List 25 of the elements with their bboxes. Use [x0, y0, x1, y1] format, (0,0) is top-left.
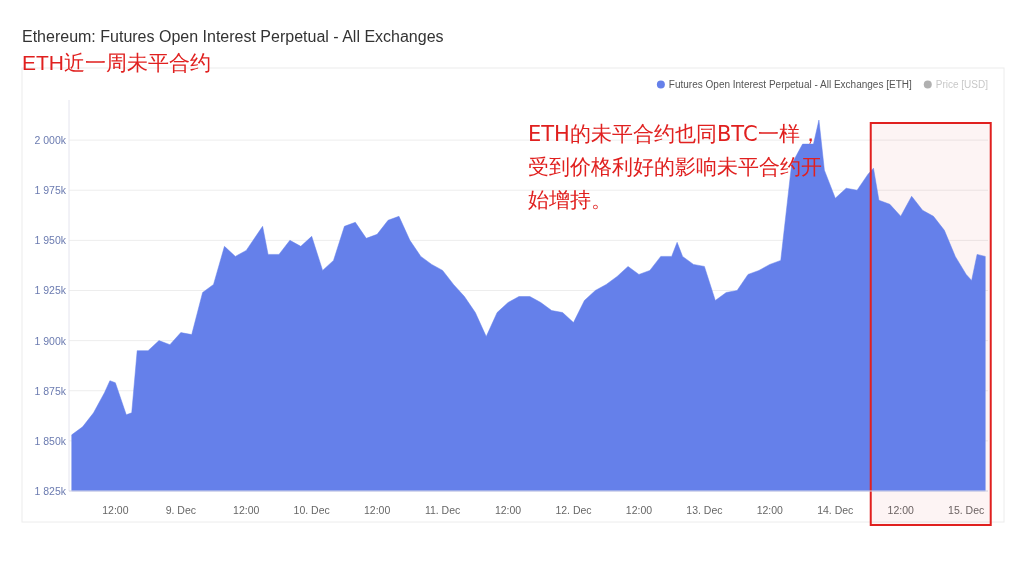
x-tick-label: 15. Dec [948, 504, 985, 516]
y-tick-label: 1 875k [34, 384, 67, 397]
y-tick-label: 1 850k [34, 434, 67, 447]
chart-subtitle: ETH近一周未平合约 [22, 51, 211, 74]
chart-title: Ethereum: Futures Open Interest Perpetual - All Exchanges [22, 28, 444, 45]
x-tick-label: 13. Dec [686, 504, 723, 516]
x-tick-label: 12:00 [233, 504, 260, 516]
x-tick-label: 12:00 [887, 504, 915, 516]
x-tick-label: 9. Dec [165, 504, 196, 516]
x-tick-label: 14. Dec [817, 504, 854, 516]
y-tick-label: 1 900k [34, 334, 67, 347]
x-tick-label: 12. Dec [555, 504, 592, 516]
x-tick-label: 12:00 [756, 504, 784, 516]
y-tick-label: 1 975k [34, 184, 67, 197]
x-tick-label: 11. Dec [424, 504, 461, 516]
x-tick-label: 12:00 [625, 504, 653, 516]
y-tick-label: 1 825k [34, 485, 67, 497]
x-tick-label: 12:00 [494, 504, 522, 516]
y-tick-label: 1 950k [34, 234, 67, 247]
y-tick-label: 2 000k [34, 134, 67, 147]
x-tick-label: 10. Dec [293, 504, 330, 516]
y-tick-label: 1 925k [34, 284, 67, 297]
legend-label: Futures Open Interest Perpetual - All Exchanges [ETH] [668, 79, 912, 90]
x-tick-label: 12:00 [364, 504, 391, 516]
x-tick-label: 12:00 [102, 504, 129, 516]
